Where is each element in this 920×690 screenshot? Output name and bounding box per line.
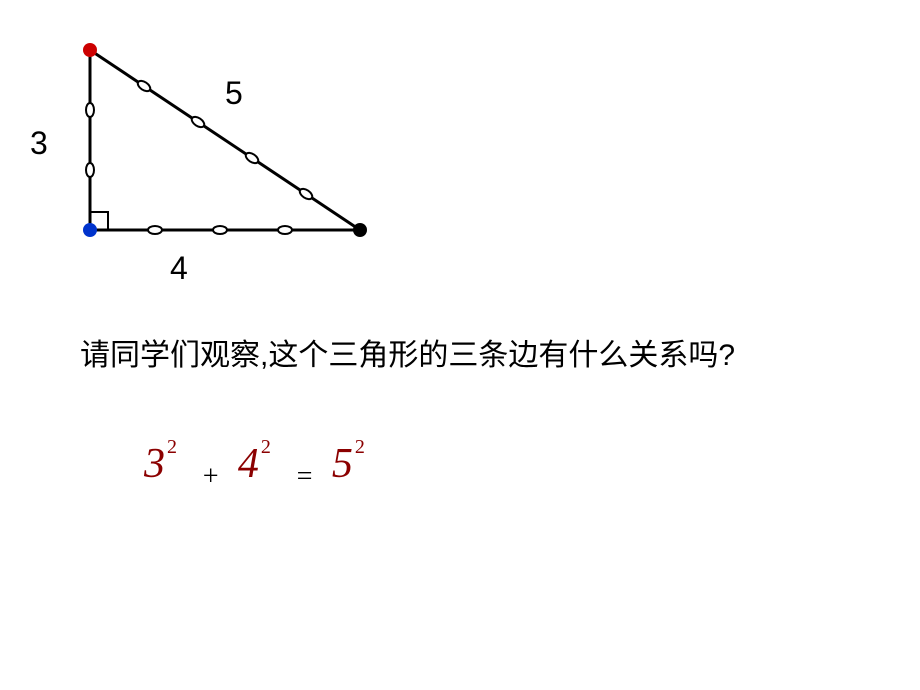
plus-operator: + — [201, 461, 220, 493]
side-label-5: 5 — [225, 75, 243, 112]
term-4-exp: 2 — [261, 436, 271, 459]
vertex-right — [353, 223, 367, 237]
equals-operator: = — [295, 461, 314, 493]
equation: 32 + 42 = 52 — [140, 440, 375, 489]
triangle-diagram — [60, 40, 400, 260]
term-5-exp: 2 — [355, 436, 365, 459]
term-3-base: 3 — [144, 440, 165, 488]
term-5-base: 5 — [332, 440, 353, 488]
term-3-exp: 2 — [167, 436, 177, 459]
side-label-4: 4 — [170, 250, 188, 287]
rope-knots — [86, 79, 314, 234]
question-text: 请同学们观察,这个三角形的三条边有什么关系吗? — [80, 330, 735, 374]
vertex-left — [83, 223, 97, 237]
vertex-top — [83, 43, 97, 57]
term-4-base: 4 — [238, 440, 259, 488]
side-label-3: 3 — [30, 125, 48, 162]
slide-canvas: 3 4 5 请同学们观察,这个三角形的三条边有什么关系吗? 32 + 42 = … — [0, 0, 920, 690]
